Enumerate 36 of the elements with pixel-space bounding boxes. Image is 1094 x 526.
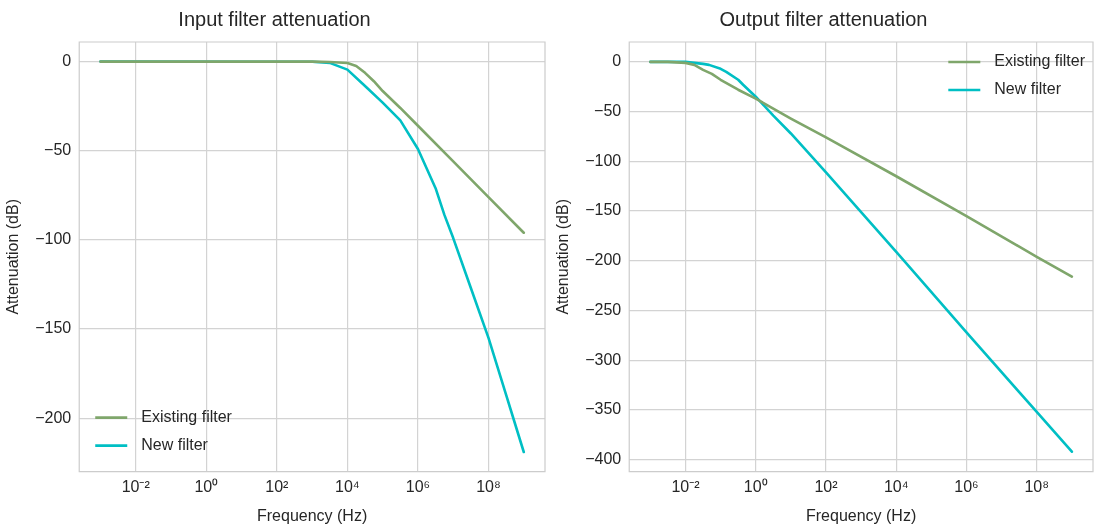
y-tick-label: −50	[44, 141, 72, 159]
x-tick-label: 10⁶	[405, 477, 431, 495]
y-tick-label: −350	[585, 400, 622, 418]
y-tick-label: −100	[585, 151, 622, 169]
x-tick-label: 10⁰	[743, 477, 768, 495]
legend-label: New filter	[141, 436, 209, 454]
y-tick-label: 0	[612, 52, 622, 70]
x-axis-title: Frequency (Hz)	[805, 506, 917, 524]
y-tick-label: −150	[585, 201, 622, 219]
legend-label: New filter	[994, 80, 1062, 98]
y-tick-label: −150	[35, 319, 72, 337]
x-tick-label: 10⁸	[476, 477, 501, 495]
y-tick-label: −200	[585, 251, 622, 269]
y-tick-label: −250	[585, 300, 622, 318]
y-axis-title: Attenuation (dB)	[554, 198, 572, 315]
x-tick-label: 10⁻²	[671, 477, 701, 495]
legend-label: Existing filter	[141, 408, 233, 426]
x-tick-label: 10⁰	[194, 477, 219, 495]
y-tick-label: −400	[585, 450, 622, 468]
y-axis-title: Attenuation (dB)	[4, 198, 22, 315]
x-axis-title: Frequency (Hz)	[256, 506, 368, 524]
y-tick-label: 0	[62, 52, 72, 70]
chart-title: Input filter attenuation	[178, 7, 371, 30]
x-tick-label: 10²	[265, 477, 290, 495]
y-tick-label: −200	[35, 408, 72, 426]
legend-label: Existing filter	[994, 52, 1086, 70]
x-tick-label: 10⁻²	[121, 477, 151, 495]
x-tick-label: 10⁶	[954, 477, 979, 495]
y-tick-label: −100	[35, 230, 72, 248]
x-tick-label: 10⁴	[335, 477, 360, 495]
y-tick-label: −50	[594, 102, 622, 120]
x-tick-label: 10²	[814, 477, 839, 495]
x-tick-label: 10⁸	[1024, 477, 1050, 495]
chart-title: Output filter attenuation	[719, 7, 928, 30]
y-tick-label: −300	[585, 350, 622, 368]
x-tick-label: 10⁴	[883, 477, 909, 495]
